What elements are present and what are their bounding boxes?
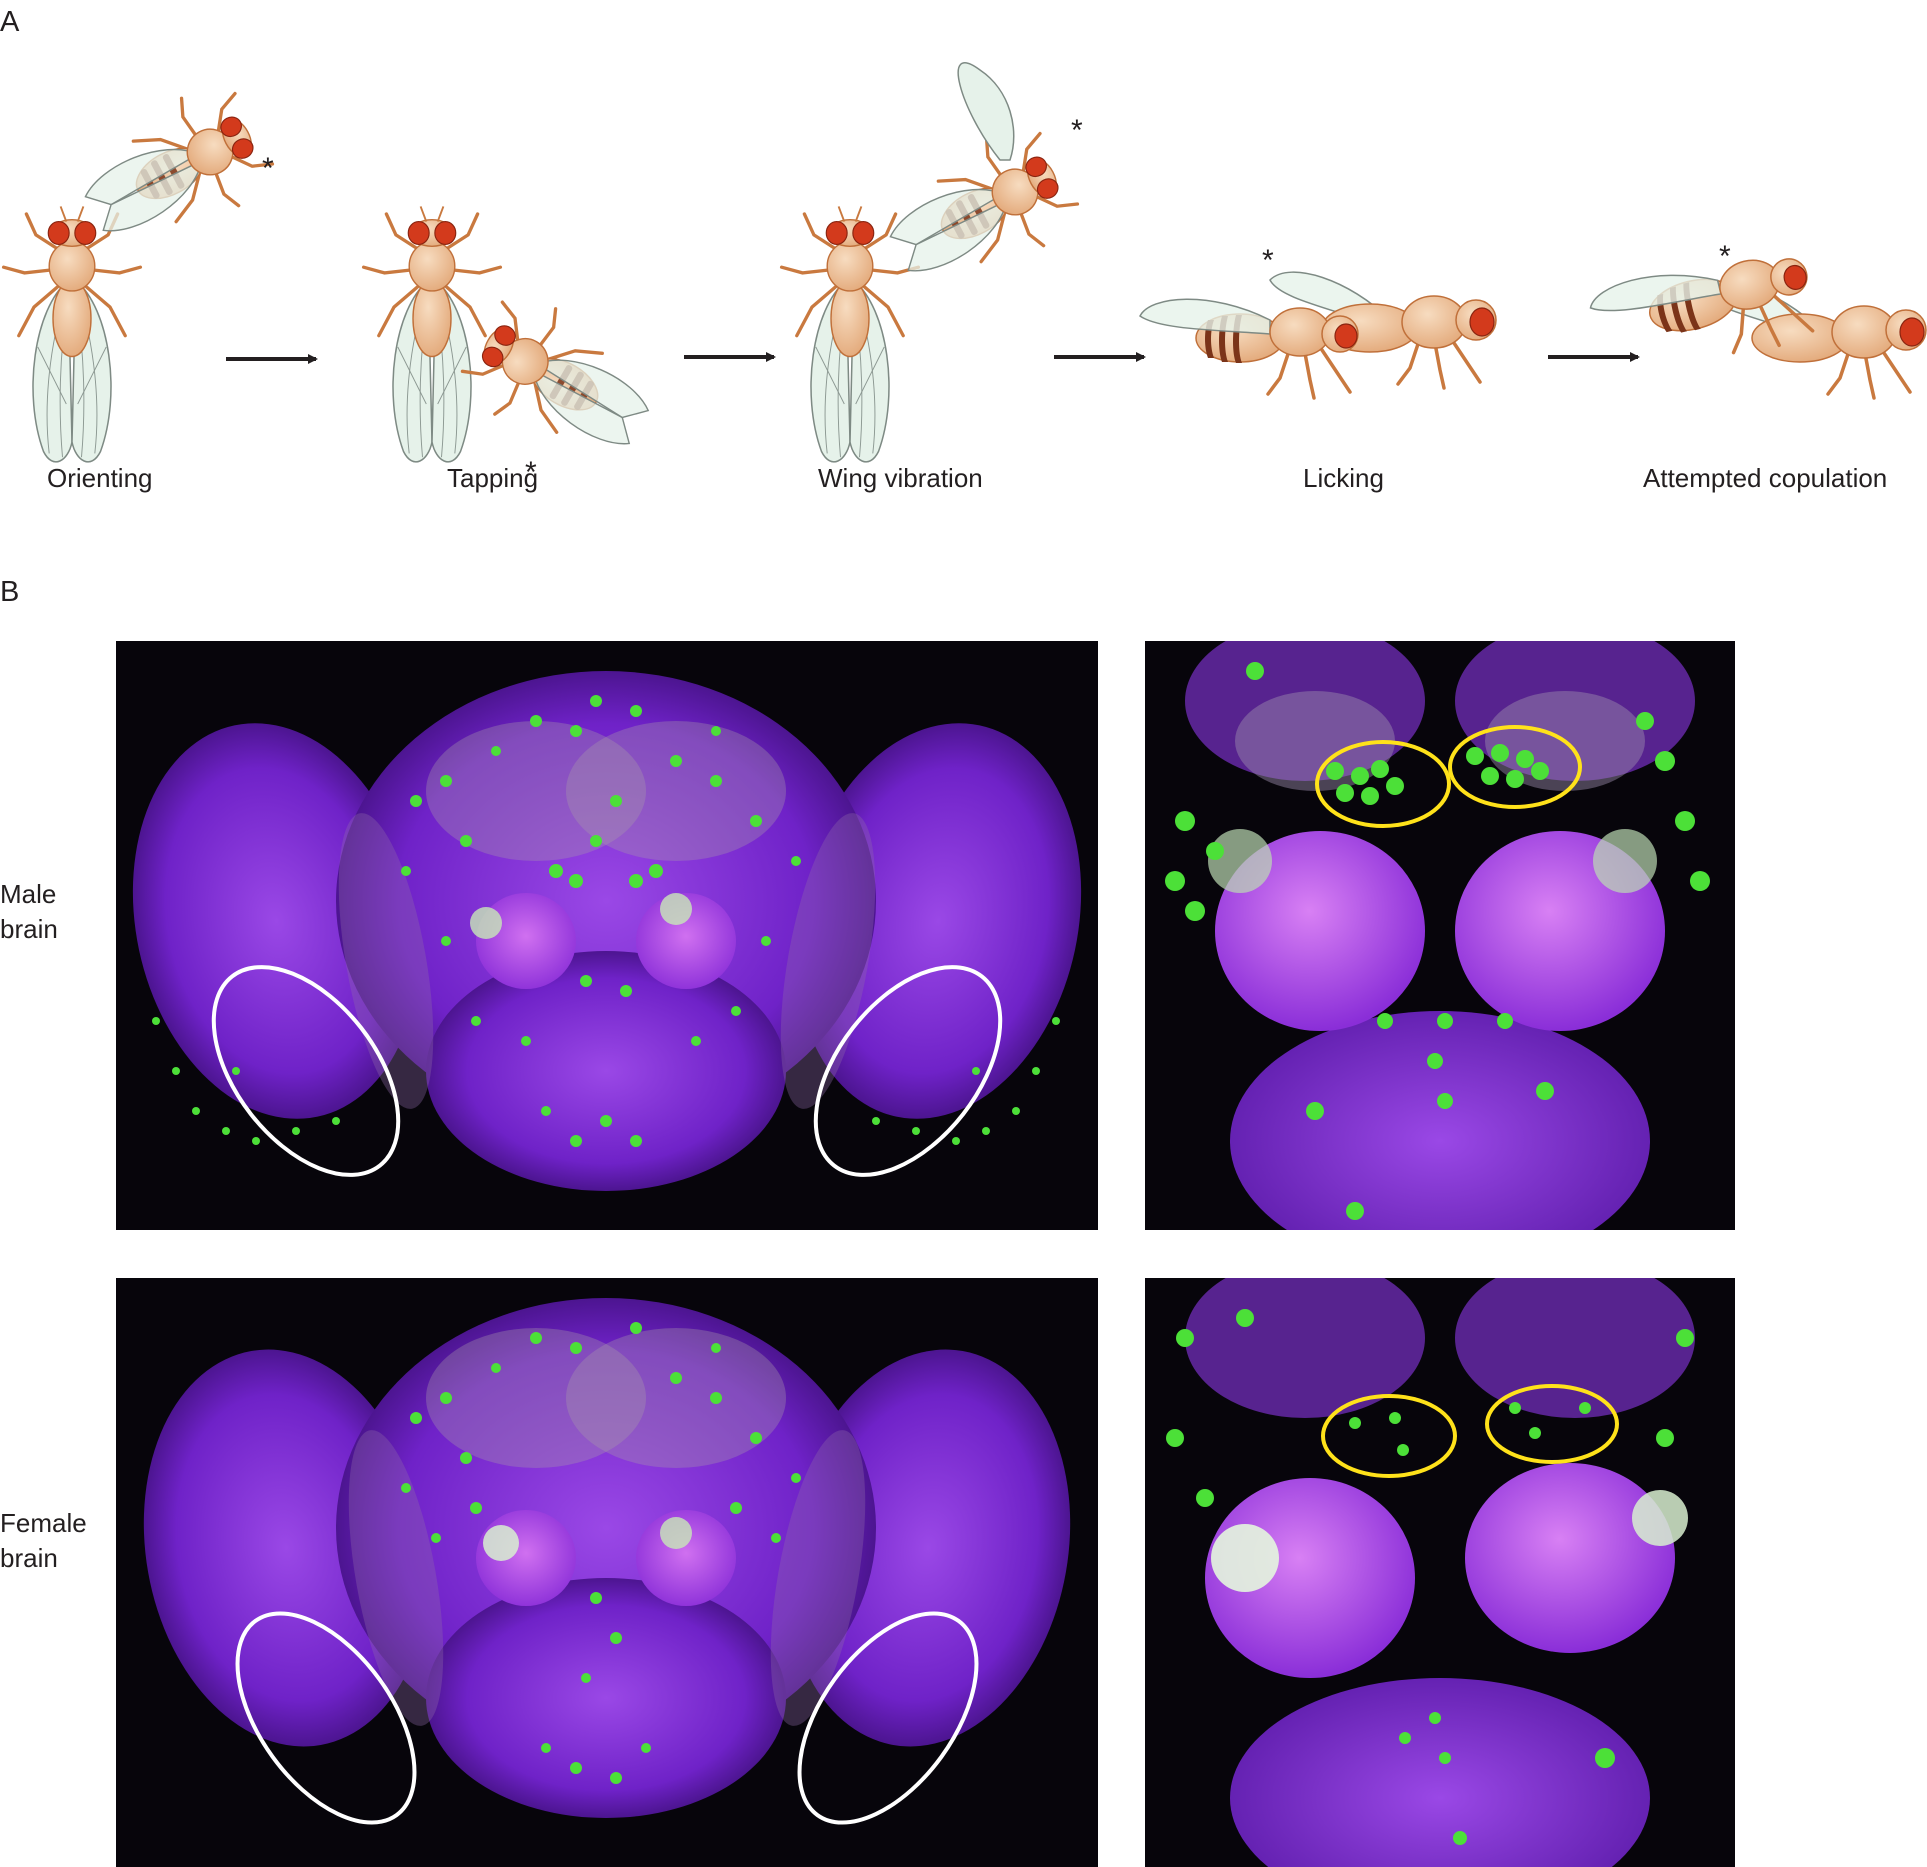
male-whole-brain-image xyxy=(116,641,1098,1230)
panel-letter-b: B xyxy=(0,576,20,608)
male-marker: * xyxy=(262,152,274,185)
courtship-sequence-illustration xyxy=(1,62,1927,482)
stage-label-licking: Licking xyxy=(1303,463,1384,493)
male-marker: * xyxy=(1262,244,1274,277)
male-marker: * xyxy=(525,456,537,489)
stage-label-wing-vibration: Wing vibration xyxy=(818,463,983,493)
row-label-male-brain: Male brain xyxy=(0,879,58,944)
male-marker: * xyxy=(1071,114,1083,147)
female-brain-detail-image xyxy=(1145,1278,1735,1867)
stage-label-orienting: Orienting xyxy=(47,463,153,493)
male-brain-detail-image xyxy=(1145,641,1735,1230)
male-marker: * xyxy=(1719,240,1731,273)
row-label-female-brain: Female brain xyxy=(0,1508,87,1573)
female-whole-brain-image xyxy=(116,1278,1098,1867)
stage-label-tapping: Tapping xyxy=(447,463,539,493)
stage-label-attempted-copulation: Attempted copulation xyxy=(1643,463,1888,493)
panel-letter-a: A xyxy=(0,6,20,38)
